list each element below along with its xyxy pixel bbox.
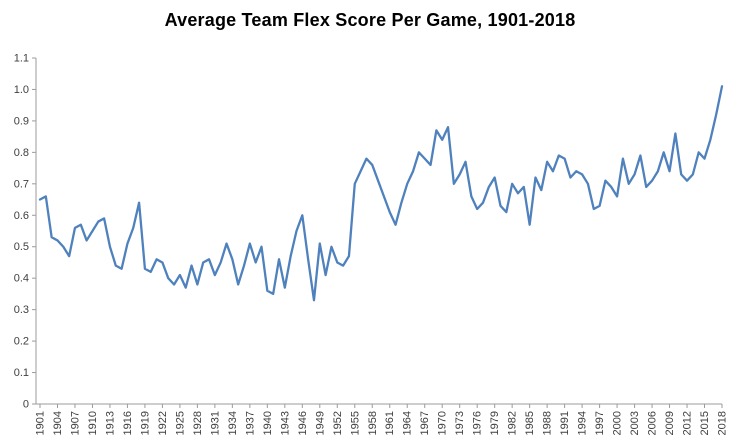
x-axis-label: 2018	[717, 411, 729, 435]
x-axis-label: 1985	[524, 411, 536, 435]
chart-title: Average Team Flex Score Per Game, 1901-2…	[164, 10, 576, 30]
x-axis-label: 1961	[384, 411, 396, 435]
x-axis-label: 1967	[419, 411, 431, 435]
x-axis-label: 2000	[612, 411, 624, 435]
x-axis-label: 1970	[437, 411, 449, 435]
x-axis-label: 1928	[192, 411, 204, 435]
y-axis-label: 0.7	[14, 178, 29, 190]
x-axis-label: 1982	[507, 411, 519, 435]
x-axis-label: 1907	[69, 411, 81, 435]
x-axis-label: 1988	[542, 411, 554, 435]
y-axis-label: 0.3	[14, 304, 29, 316]
x-axis-label: 1910	[87, 411, 99, 435]
x-axis-label: 2006	[647, 411, 659, 435]
x-axis-label: 2003	[629, 411, 641, 435]
series-line	[38, 85, 724, 302]
x-axis-label: 1943	[279, 411, 291, 435]
y-axis-label: 0.5	[14, 241, 29, 253]
x-axis-label: 1937	[244, 411, 256, 435]
y-axis-label: 0.4	[14, 273, 29, 285]
y-axis-label: 0.6	[14, 210, 29, 222]
x-axis-label: 1994	[577, 411, 589, 435]
x-axis-label: 1991	[559, 411, 571, 435]
x-axis-label: 1916	[122, 411, 134, 435]
x-axis-label: 1997	[594, 411, 606, 435]
x-axis-label: 1973	[454, 411, 466, 435]
x-axis-label: 1925	[174, 411, 186, 435]
x-axis-label: 1955	[349, 411, 361, 435]
x-axis-label: 1901	[35, 411, 47, 435]
x-axis-label: 1904	[52, 411, 64, 435]
x-axis-label: 1958	[367, 411, 379, 435]
x-axis-label: 1919	[139, 411, 151, 435]
x-axis-label: 1979	[489, 411, 501, 435]
x-axis-label: 1913	[104, 411, 116, 435]
x-axis-label: 1922	[157, 411, 169, 435]
x-axis-label: 2009	[664, 411, 676, 435]
y-axis-label: 1.1	[14, 53, 29, 65]
chart-canvas: 0 0.1 0.2 0.3 0.4 0.5 0.6 0.7 0.8 0.9 1.0 1.1 1901 19…	[14, 53, 729, 436]
x-axis-label: 1949	[314, 411, 326, 435]
y-axis-label: 1.0	[14, 84, 29, 96]
x-axis-label: 1952	[332, 411, 344, 435]
x-axis-label: 1934	[227, 411, 239, 435]
x-axis-label: 2015	[699, 411, 711, 435]
x-axis-label: 1946	[297, 411, 309, 435]
x-axis-label: 1976	[472, 411, 484, 435]
y-axis-label: 0	[23, 399, 29, 411]
y-axis-label: 0.1	[14, 367, 29, 379]
x-axis-label: 2012	[682, 411, 694, 435]
y-axis-label: 0.9	[14, 115, 29, 127]
x-axis-label: 1931	[209, 411, 221, 435]
x-axis-label: 1964	[402, 411, 414, 435]
y-axis-label: 0.8	[14, 147, 29, 159]
x-axis-label: 1940	[262, 411, 274, 435]
y-axis-label: 0.2	[14, 336, 29, 348]
